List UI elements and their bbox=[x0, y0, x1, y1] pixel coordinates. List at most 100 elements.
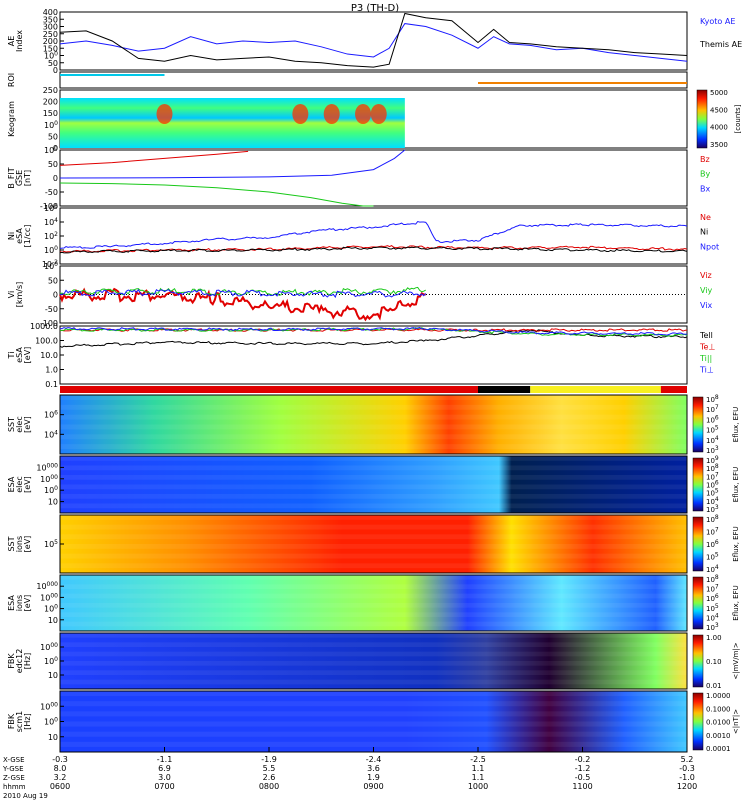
bfit-ytick-label: -100 bbox=[40, 202, 58, 211]
orbit-value: -0.5 bbox=[575, 773, 591, 782]
bfit-legend-Bx: Bx bbox=[700, 184, 710, 193]
ae-ytick-label: 400 bbox=[43, 8, 58, 17]
ae-ytick-label: 300 bbox=[43, 23, 58, 32]
orbit-value: -0.3 bbox=[52, 755, 68, 764]
ti-ylabel: [eV] bbox=[23, 347, 32, 364]
orbit-row-label: hhmm bbox=[3, 783, 26, 791]
esa_e-ylabel: elec bbox=[15, 476, 24, 492]
keogram-image bbox=[60, 98, 405, 148]
ni-ytick-label: 10-2 bbox=[42, 259, 58, 269]
mode-segment bbox=[530, 386, 661, 393]
esa_i-colorbar bbox=[692, 576, 704, 630]
sst_e-texture bbox=[60, 444, 687, 450]
ae-series-Themis AE bbox=[59, 12, 688, 68]
sst_i-texture bbox=[60, 524, 687, 530]
esa_e-ytick-label: 100 bbox=[44, 485, 58, 495]
vi-legend-Viy: Viy bbox=[700, 286, 713, 295]
orbit-value: 0800 bbox=[259, 782, 279, 791]
keogram-hotspot bbox=[156, 104, 173, 124]
fbk_e-texture bbox=[60, 642, 687, 647]
sst_i-colorbar-tick: 105 bbox=[706, 552, 719, 562]
esa_i-texture bbox=[60, 621, 687, 627]
vi-legend-Viz: Viz bbox=[700, 271, 712, 280]
ni-legend-Ne: Ne bbox=[700, 213, 711, 222]
ti-legend-Te⊥: Te⊥ bbox=[699, 343, 715, 352]
orbit-row-label: X-GSE bbox=[3, 756, 25, 764]
fbk_e-colorbar-tick: 0.10 bbox=[706, 658, 722, 666]
orbit-value: 3.2 bbox=[54, 773, 67, 782]
bfit-ytick-label: 50 bbox=[48, 160, 58, 169]
orbit-row-label: Y-GSE bbox=[2, 765, 24, 773]
sst_e-texture bbox=[60, 424, 687, 430]
ae-ytick-label: 350 bbox=[43, 15, 58, 24]
esa_e-texture bbox=[60, 494, 687, 499]
esa_i-colorbar-tick: 104 bbox=[706, 612, 719, 622]
vi-ytick-label: 50 bbox=[48, 276, 58, 285]
ti-ytick-label: 1.0 bbox=[45, 366, 58, 375]
keogram-hotspot bbox=[370, 104, 387, 124]
fbk_e-ytick-label: 10 bbox=[48, 671, 58, 680]
ae-ytick-label: 100 bbox=[44, 51, 58, 61]
fbk_b-texture bbox=[60, 741, 687, 747]
ti-ytick-label: 100.0 bbox=[35, 337, 58, 346]
sst_i-colorbar-tick: 107 bbox=[706, 527, 719, 537]
fbk_e-colorbar bbox=[692, 634, 704, 688]
esa_i-ytick-label: 10 bbox=[48, 616, 58, 625]
esa_e-ytick-label: 1000 bbox=[40, 474, 58, 484]
sst_e-texture bbox=[60, 404, 687, 410]
bfit-ylabel: B_FIT bbox=[7, 167, 16, 188]
sst_e-ylabel: [eV] bbox=[23, 416, 32, 433]
fbk_b-colorbar-tick: 0.1000 bbox=[706, 705, 731, 713]
esa_i-ytick-label: 1000 bbox=[40, 592, 58, 602]
orbit-row-label: Z-GSE bbox=[3, 774, 25, 782]
esa_i-frame bbox=[59, 574, 688, 632]
roi-segment bbox=[478, 82, 687, 84]
ae-ytick-label: 150 bbox=[43, 44, 58, 53]
ae-ylabel: AE bbox=[7, 36, 16, 47]
keogram-ylabel: Keogram bbox=[7, 101, 16, 137]
roi-segment bbox=[60, 74, 165, 76]
fbk_b-ytick-label: 10 bbox=[48, 733, 58, 742]
fbk_b-colorbar bbox=[692, 692, 704, 751]
fbk_b-texture bbox=[60, 721, 687, 727]
fbk_b-colorbar-unit: <|nT|> bbox=[732, 709, 740, 734]
fbk_b-colorbar-tick: 0.0010 bbox=[706, 732, 731, 740]
esa_i-colorbar-tick: 106 bbox=[706, 593, 719, 603]
fbk_b-ylabel: [Hz] bbox=[23, 713, 32, 729]
fbk_b-colorbar-tick: 1.0000 bbox=[706, 692, 731, 700]
ni-ylabel: eSA bbox=[15, 228, 24, 244]
keogram-hotspot bbox=[323, 104, 340, 124]
esa_i-ylabel: ions bbox=[15, 595, 24, 611]
esa_e-texture bbox=[60, 475, 687, 480]
ti-legend-Ti||: Ti|| bbox=[699, 354, 712, 363]
fbk_e-texture bbox=[60, 633, 687, 638]
sst_i-ylabel: SST bbox=[7, 536, 16, 551]
ti-legend-Ti⊥: Ti⊥ bbox=[699, 366, 714, 375]
keogram-ytick-label: 150 bbox=[43, 109, 58, 118]
ni-legend-Npot: Npot bbox=[700, 242, 719, 251]
sst_i-texture bbox=[60, 553, 687, 559]
keogram-ytick-label: 0 bbox=[53, 144, 58, 153]
fbk_e-texture bbox=[60, 670, 687, 675]
bfit-series-Bz bbox=[59, 150, 249, 166]
esa_e-ytick-label: 10 bbox=[48, 498, 58, 507]
vi-series-Viz bbox=[59, 287, 426, 322]
esa_i-ylabel: ESA bbox=[7, 595, 16, 611]
orbit-value: 8.0 bbox=[54, 764, 67, 773]
bfit-legend-By: By bbox=[700, 170, 710, 179]
orbit-value: 0600 bbox=[50, 782, 70, 791]
sst_i-colorbar-tick: 108 bbox=[706, 514, 719, 524]
sst_i-texture bbox=[60, 544, 687, 549]
esa_i-texture bbox=[60, 584, 687, 589]
bfit-ytick-label: 0 bbox=[53, 174, 58, 183]
ti-ylabel: Ti bbox=[7, 352, 16, 360]
sst_i-colorbar-unit: Eflux, EFU bbox=[732, 526, 740, 561]
ni-legend-Ni: Ni bbox=[700, 228, 708, 237]
orbit-value: -1.2 bbox=[575, 764, 591, 773]
vi-series-Vix bbox=[59, 288, 427, 299]
ni-ylabel: Ni bbox=[7, 232, 16, 240]
orbit-value: -2.5 bbox=[470, 755, 486, 764]
fbk_e-colorbar-unit: <|mV/m|> bbox=[732, 642, 740, 679]
bfit-ytick-label: -50 bbox=[45, 188, 58, 197]
roi-frame bbox=[59, 71, 688, 89]
